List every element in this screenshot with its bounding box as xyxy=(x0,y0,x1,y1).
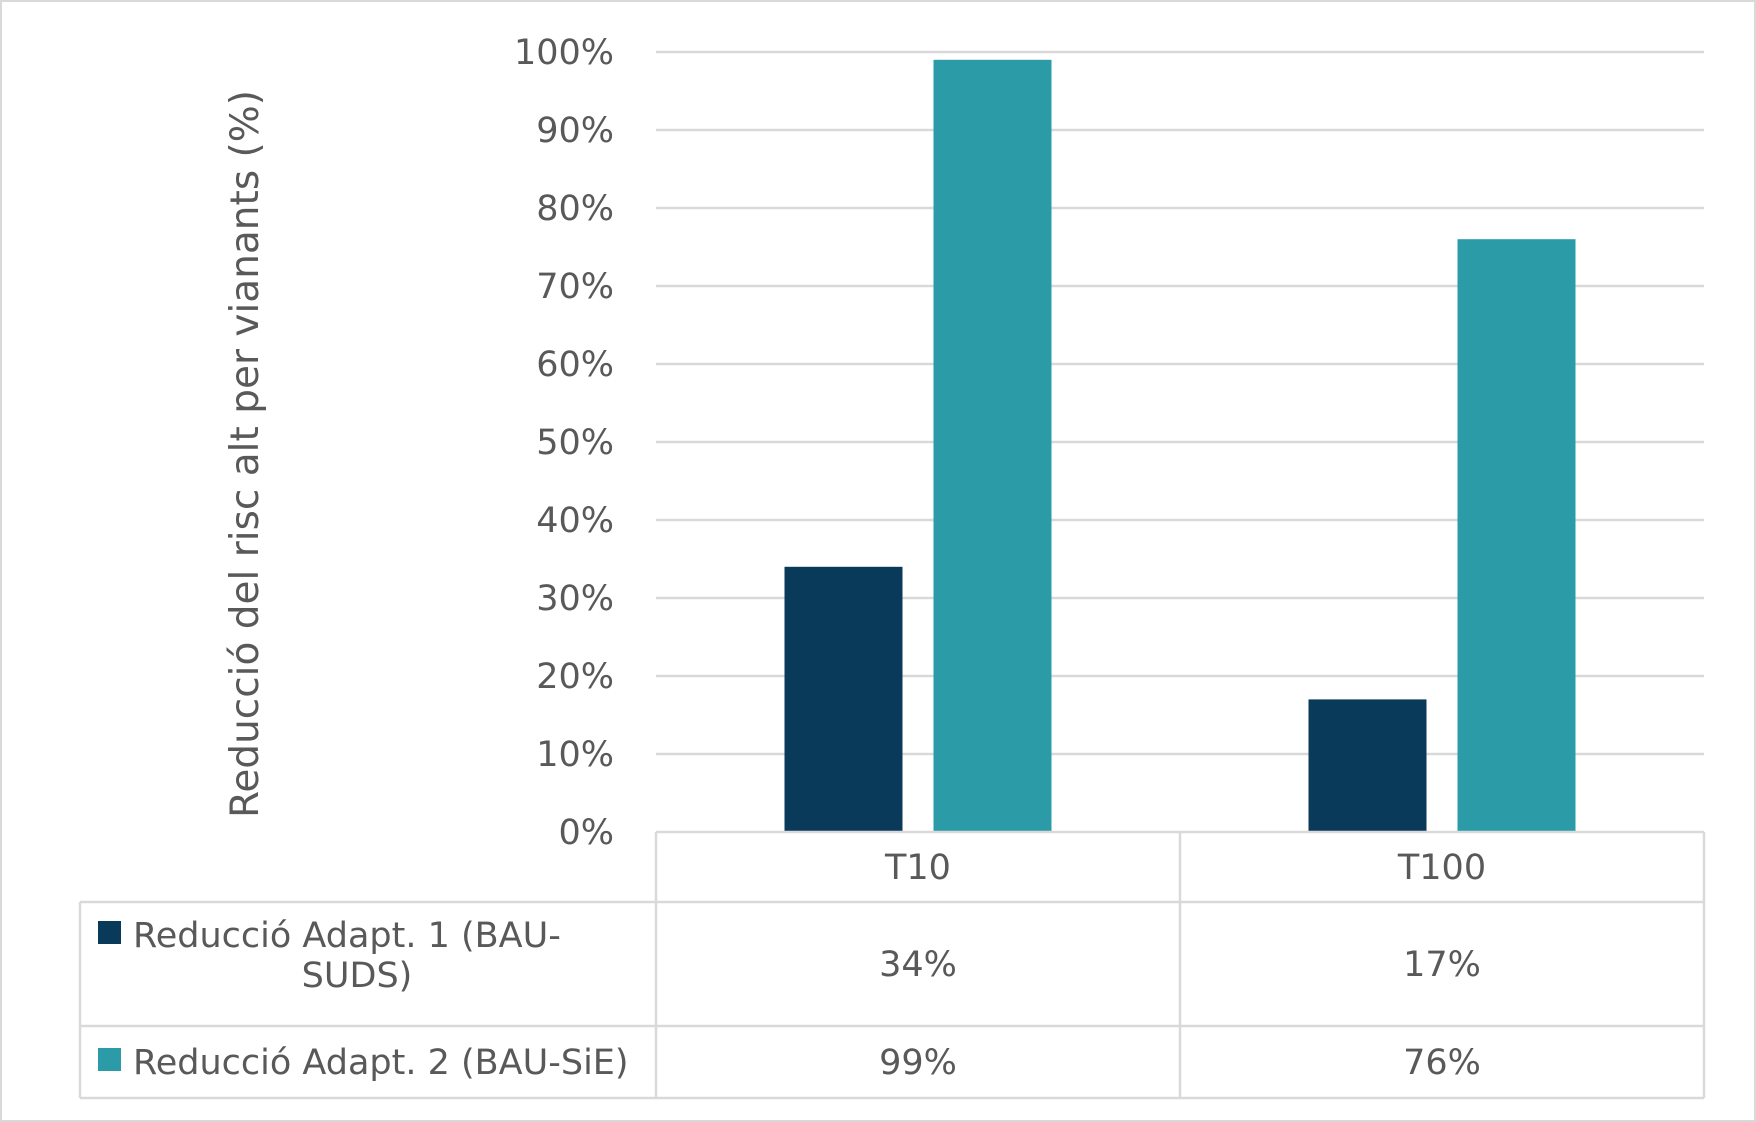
y-tick-label: 10% xyxy=(536,735,614,775)
y-tick-label: 60% xyxy=(536,345,614,385)
bar-2-t10 xyxy=(933,59,1052,833)
bar-1-t100 xyxy=(1308,699,1427,832)
y-tick-label: 100% xyxy=(514,33,614,73)
data-label: 34% xyxy=(879,945,957,985)
y-tick-label: 50% xyxy=(536,423,614,463)
category-label-t10: T10 xyxy=(884,848,951,888)
y-tick-label: 0% xyxy=(558,813,614,853)
category-label-t100: T100 xyxy=(1397,848,1486,888)
legend-label-1: Reducció Adapt. 1 (BAU- xyxy=(133,916,561,956)
data-label: 76% xyxy=(1403,1043,1481,1083)
y-axis-title: Reducció del risc alt per vianants (%) xyxy=(223,90,268,818)
bar-1-t10 xyxy=(784,566,903,832)
y-tick-label: 20% xyxy=(536,657,614,697)
legend-key-2 xyxy=(98,1048,121,1071)
data-label: 17% xyxy=(1403,945,1481,985)
y-tick-label: 30% xyxy=(536,579,614,619)
y-tick-label: 70% xyxy=(536,267,614,307)
y-tick-label: 80% xyxy=(536,189,614,229)
data-label: 99% xyxy=(879,1043,957,1083)
y-tick-label: 40% xyxy=(536,501,614,541)
legend-label-1-cont: SUDS) xyxy=(302,956,413,996)
legend-label-2: Reducció Adapt. 2 (BAU-SiE) xyxy=(133,1043,629,1083)
legend-key-1 xyxy=(98,921,121,944)
bar-2-t100 xyxy=(1457,239,1576,832)
y-tick-label: 90% xyxy=(536,111,614,151)
